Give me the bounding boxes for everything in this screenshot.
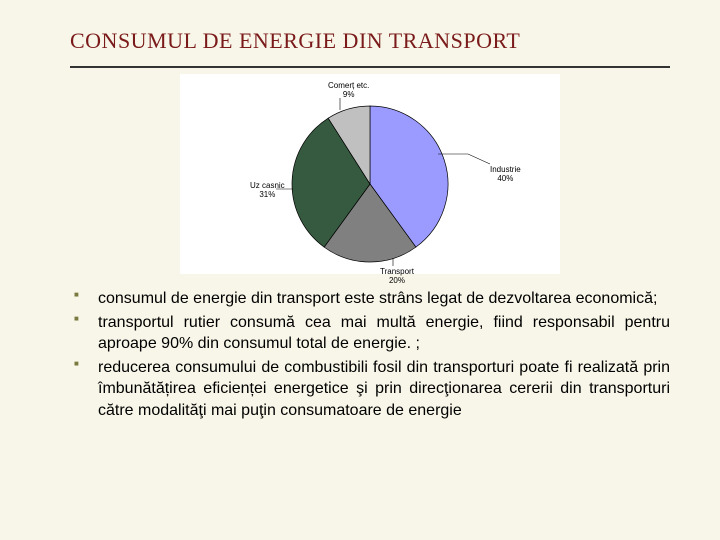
bullet-item: reducerea consumului de combustibili fos… <box>94 357 670 422</box>
bullet-item: consumul de energie din transport este s… <box>94 288 670 310</box>
chart-container: Industrie40%Transport20%Uz casnic31%Come… <box>70 74 670 274</box>
slice-label: Transport20% <box>380 268 414 286</box>
title-rule <box>70 66 670 68</box>
slice-label: Industrie40% <box>490 166 521 184</box>
leader-line <box>438 154 490 164</box>
slice-label: Comerț etc.9% <box>328 82 369 100</box>
page-title: CONSUMUL DE ENERGIE DIN TRANSPORT <box>70 28 670 54</box>
slice-label: Uz casnic31% <box>250 182 285 200</box>
bullet-item: transportul rutier consumă cea mai multă… <box>94 312 670 355</box>
bullet-list: consumul de energie din transport este s… <box>70 288 670 422</box>
pie-chart: Industrie40%Transport20%Uz casnic31%Come… <box>180 74 560 274</box>
